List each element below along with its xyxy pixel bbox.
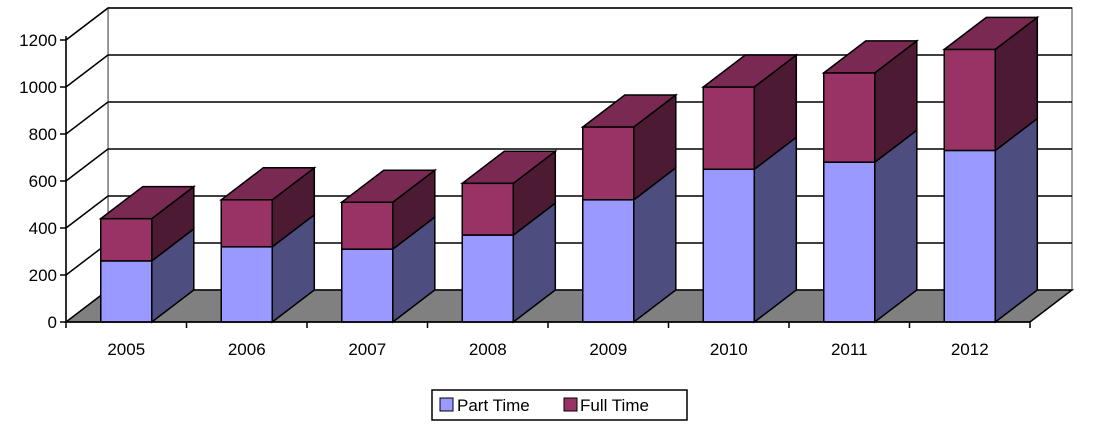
bar-front-face [582, 126, 635, 201]
bars [98, 15, 1040, 324]
bar-front-face [943, 149, 996, 323]
x-tick-label: 2005 [107, 340, 145, 359]
y-tick-label: 600 [29, 172, 57, 191]
legend-label-part-time: Part Time [457, 396, 530, 415]
bar-front-face [461, 234, 514, 323]
legend-swatch-part-time [439, 397, 454, 412]
legend-box [431, 389, 688, 421]
x-tick-label: 2012 [951, 340, 989, 359]
floor-plane [63, 289, 1075, 323]
y-tick-label: 200 [29, 266, 57, 285]
y-tick-label: 1200 [19, 31, 57, 50]
bar-front-face [461, 182, 514, 236]
bar-top-face [942, 16, 1040, 51]
x-tick-label: 2006 [228, 340, 266, 359]
bar-top-face [219, 167, 317, 201]
bar-front-face [100, 260, 153, 323]
bar-side-face [874, 128, 918, 324]
x-tick-label: 2009 [589, 340, 627, 359]
x-tick-label: 2011 [831, 340, 868, 359]
bar-front-face [702, 86, 755, 170]
x-tick-label: 2008 [469, 340, 507, 359]
x-axis-tick-labels: 2005 2006 2007 2008 2009 2010 2011 2012 [107, 340, 988, 359]
gridline-side [65, 7, 109, 41]
bar-segment-full-time-2012 [942, 15, 1040, 153]
gridline-side [65, 54, 109, 88]
x-tick-label: 2010 [710, 340, 748, 359]
bar-segment-full-time-2011 [821, 39, 920, 164]
bar-top-face [580, 94, 679, 128]
bar-segment-part-time-2011 [823, 128, 918, 324]
y-tick-label: 800 [29, 125, 57, 144]
legend-label-full-time: Full Time [580, 396, 649, 415]
bar-side-face [994, 116, 1039, 324]
gridline-side [65, 101, 109, 135]
bar-top-face [701, 54, 799, 88]
bar-front-face [220, 199, 273, 248]
bar-front-face [582, 199, 635, 323]
y-tick-label: 0 [48, 313, 57, 332]
bar-front-face [823, 161, 876, 323]
x-tick-label: 2007 [348, 340, 386, 359]
y-tick-label: 1000 [19, 78, 57, 97]
bar-top-face [339, 169, 438, 203]
bar-segment-part-time-2009 [582, 166, 677, 324]
bar-segment-part-time-2005 [100, 227, 195, 324]
y-tick-label: 400 [29, 219, 57, 238]
bar-segment-part-time-2008 [461, 201, 557, 324]
bar-front-face [220, 246, 273, 323]
y-axis-tick-labels: 0 200 400 600 800 1000 1200 [19, 31, 57, 332]
bar-segment-full-time-2006 [219, 166, 317, 249]
bar-front-face [702, 168, 755, 323]
gridline-side [65, 148, 109, 182]
bar-top-face [98, 185, 197, 220]
bar-segment-full-time-2007 [339, 168, 438, 251]
bar-front-face [823, 72, 876, 163]
bar-front-face [943, 48, 996, 152]
bar-segment-full-time-2008 [460, 149, 558, 237]
bar-front-face [100, 217, 153, 262]
bar-front-face [341, 248, 394, 323]
bar-segment-full-time-2005 [98, 185, 197, 263]
bar-segment-full-time-2009 [580, 93, 679, 202]
bar-front-face [341, 201, 394, 250]
bar-top-face [821, 40, 920, 74]
legend-swatch-full-time [563, 397, 578, 412]
chart-floor [63, 289, 1075, 323]
bar-segment-part-time-2010 [702, 135, 798, 324]
legend: Part Time Full Time [431, 389, 688, 421]
gridline-side [65, 195, 109, 229]
bar-top-face [460, 150, 558, 185]
bar-segment-full-time-2010 [701, 53, 799, 171]
axes [60, 36, 1031, 328]
